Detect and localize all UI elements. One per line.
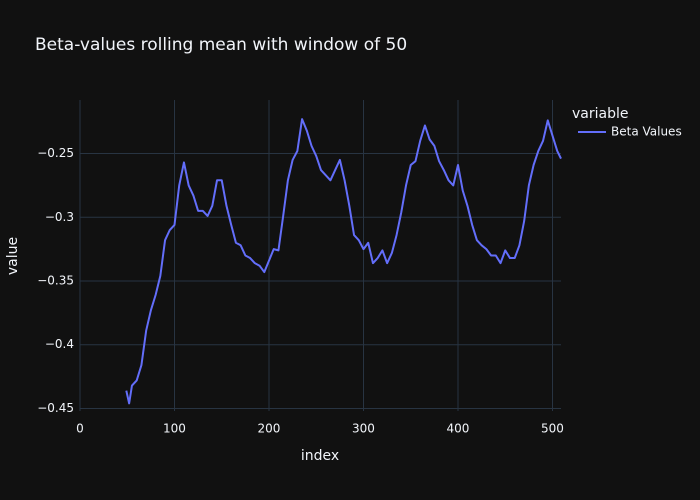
y-tick-label: −0.45 — [37, 401, 74, 415]
x-tick-label: 400 — [447, 422, 470, 436]
x-axis-title: index — [301, 448, 339, 464]
x-tick-label: 500 — [541, 422, 564, 436]
legend-title: variable — [572, 106, 628, 122]
legend-label: Beta Values — [611, 125, 682, 139]
y-tick-label: −0.4 — [45, 337, 74, 351]
y-axis-title: value — [5, 237, 21, 275]
chart-title: Beta-values rolling mean with window of … — [35, 35, 407, 55]
y-tick-label: −0.35 — [37, 273, 74, 287]
y-tick-label: −0.3 — [45, 210, 74, 224]
y-tick-label: −0.25 — [37, 146, 74, 160]
x-tick-label: 200 — [258, 422, 281, 436]
data-line — [125, 118, 562, 405]
x-tick-label: 0 — [76, 422, 84, 436]
x-tick-label: 300 — [352, 422, 375, 436]
x-tick-label: 100 — [163, 422, 186, 436]
